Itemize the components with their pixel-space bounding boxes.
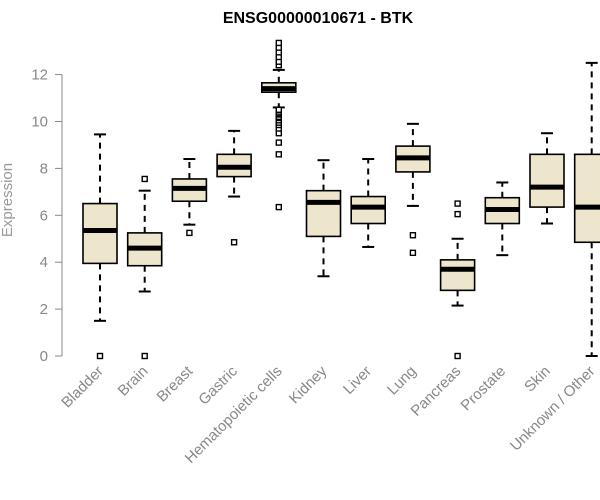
iqr-box bbox=[82, 202, 118, 265]
boxes-layer bbox=[82, 39, 600, 360]
y-tick-label: 10 bbox=[31, 114, 48, 131]
outlier-point bbox=[96, 352, 104, 360]
outlier-point bbox=[230, 239, 238, 246]
box-group-pancreas bbox=[439, 200, 476, 360]
box-group-skin bbox=[529, 132, 565, 225]
outlier-point bbox=[141, 352, 148, 360]
outlier-point bbox=[141, 175, 148, 183]
x-category-label: Brain bbox=[115, 363, 152, 400]
box-group-hematopoietic-cells bbox=[260, 39, 297, 211]
iqr-box bbox=[350, 195, 387, 225]
outlier-point bbox=[275, 151, 282, 158]
outlier-point bbox=[275, 39, 282, 47]
iqr-box bbox=[305, 189, 342, 238]
outlier-point bbox=[454, 200, 461, 207]
y-tick-label: 2 bbox=[40, 301, 48, 318]
iqr-box bbox=[529, 153, 565, 208]
x-category-label: Bladder bbox=[58, 363, 107, 412]
x-category-label: Skin bbox=[521, 363, 554, 396]
outlier-point bbox=[186, 229, 193, 237]
x-category-label: Liver bbox=[340, 363, 375, 398]
box-group-brain bbox=[126, 175, 163, 360]
box-group-gastric bbox=[216, 129, 252, 246]
outlier-point bbox=[409, 249, 417, 257]
x-category-label: Lung bbox=[384, 363, 420, 399]
y-axis: 0 2 4 6 8 10 12 bbox=[31, 67, 63, 365]
outlier-point bbox=[275, 203, 282, 211]
y-axis-title: Expression bbox=[0, 163, 16, 237]
box-group-lung bbox=[395, 122, 431, 257]
x-category-label: Kidney bbox=[286, 362, 331, 407]
box-group-liver bbox=[350, 158, 387, 248]
box-group-breast bbox=[171, 158, 208, 237]
chart-title: ENSG00000010671 - BTK bbox=[223, 10, 414, 27]
y-tick-label: 8 bbox=[40, 160, 48, 177]
iqr-box bbox=[439, 259, 476, 292]
box-group-bladder bbox=[82, 133, 118, 360]
x-category-label: Breast bbox=[154, 362, 197, 405]
y-tick-label: 6 bbox=[40, 207, 48, 224]
outlier-point bbox=[454, 352, 461, 360]
box-group-unknown-other bbox=[573, 61, 600, 357]
y-tick-label: 0 bbox=[40, 348, 48, 365]
iqr-box bbox=[573, 153, 600, 244]
y-tick-label: 12 bbox=[31, 67, 48, 84]
outlier-point bbox=[275, 139, 282, 146]
x-category-label: Prostate bbox=[458, 363, 510, 415]
outlier-point bbox=[454, 210, 461, 218]
x-category-label: Unknown / Other bbox=[507, 363, 599, 455]
box-group-prostate bbox=[484, 181, 521, 257]
box-group-kidney bbox=[305, 159, 342, 278]
outlier-point bbox=[275, 106, 282, 113]
outlier-point bbox=[409, 232, 417, 239]
y-tick-label: 4 bbox=[40, 254, 48, 271]
